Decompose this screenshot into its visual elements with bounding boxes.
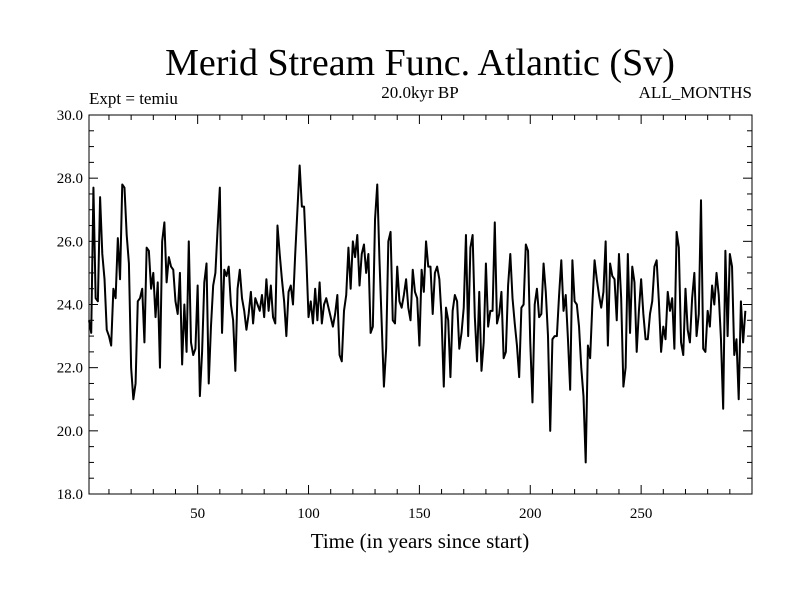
- period-label: 20.0kyr BP: [381, 83, 458, 102]
- experiment-label: Expt = temiu: [89, 89, 178, 108]
- x-tick-label: 100: [297, 506, 320, 522]
- x-tick-label: 50: [190, 506, 205, 522]
- axis-tick-labels: 50 100 150 200 250 18.0 20.0 22.0 24.0 26.0 28.0 30…: [57, 108, 653, 522]
- x-tick-label: 250: [630, 506, 653, 522]
- y-tick-label: 18.0: [57, 487, 83, 503]
- chart-title: Merid Stream Func. Atlantic (Sv): [165, 42, 675, 84]
- series-line: [88, 164, 747, 464]
- y-tick-label: 20.0: [57, 424, 83, 440]
- x-tick-label: 200: [519, 506, 542, 522]
- x-tick-label: 150: [408, 506, 431, 522]
- months-label: ALL_MONTHS: [639, 83, 752, 102]
- y-tick-label: 26.0: [57, 234, 83, 250]
- y-tick-label: 24.0: [57, 298, 83, 314]
- x-axis-label: Time (in years since start): [311, 529, 530, 553]
- y-tick-label: 30.0: [57, 108, 83, 124]
- y-tick-label: 28.0: [57, 171, 83, 187]
- y-tick-label: 22.0: [57, 361, 83, 377]
- plot-frame: [88, 114, 753, 495]
